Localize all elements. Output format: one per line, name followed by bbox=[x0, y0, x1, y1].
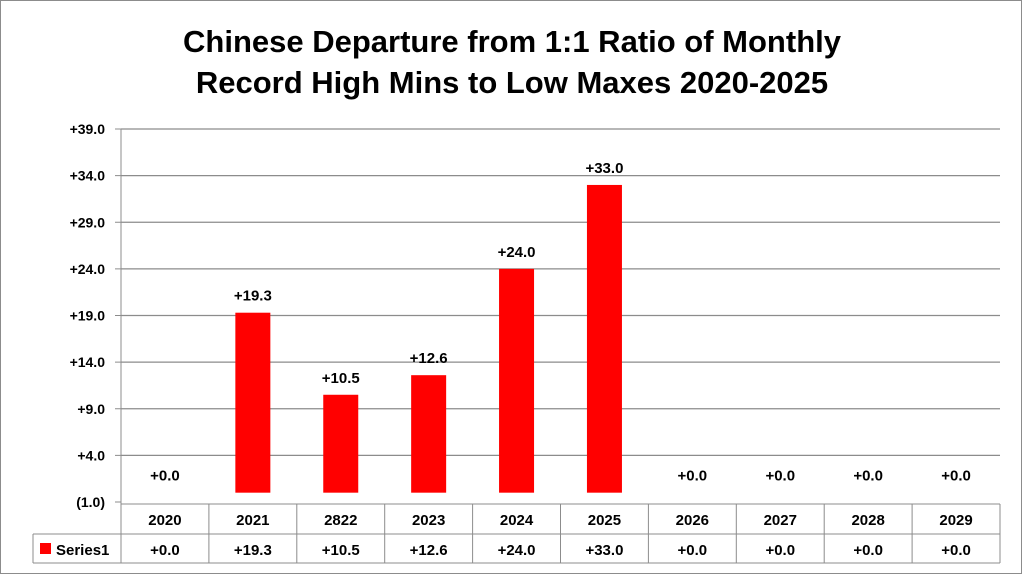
bar bbox=[323, 394, 359, 493]
y-tick-label: +4.0 bbox=[77, 447, 105, 463]
table-value: +33.0 bbox=[585, 542, 623, 559]
table-value: +0.0 bbox=[941, 542, 971, 559]
data-label: +33.0 bbox=[585, 160, 623, 177]
category-label: 2029 bbox=[939, 512, 972, 529]
y-tick-label: +19.0 bbox=[70, 308, 106, 324]
chart-title-line-2: Record High Mins to Low Maxes 2020-2025 bbox=[196, 65, 828, 100]
legend-key bbox=[40, 543, 51, 554]
table-value: +12.6 bbox=[410, 542, 448, 559]
data-label: +0.0 bbox=[765, 468, 795, 485]
category-label: 2023 bbox=[412, 512, 445, 529]
table-value: +0.0 bbox=[765, 542, 795, 559]
table-value: +0.0 bbox=[150, 542, 180, 559]
y-tick-label: (1.0) bbox=[76, 494, 105, 510]
table-value: +0.0 bbox=[678, 542, 708, 559]
data-label: +0.0 bbox=[853, 468, 883, 485]
y-tick-label: +34.0 bbox=[70, 168, 106, 184]
table-value: +0.0 bbox=[853, 542, 883, 559]
data-label: +24.0 bbox=[498, 244, 536, 261]
y-tick-label: +39.0 bbox=[70, 121, 106, 137]
category-label: 2025 bbox=[588, 512, 621, 529]
table-value: +10.5 bbox=[322, 542, 360, 559]
y-axis-ticks: (1.0) +4.0 +9.0 +14.0 +19.0 +24.0 +29.0 +34.0 +3… bbox=[70, 121, 106, 510]
data-labels: +0.0 +19.3 +10.5 +12.6 +24.0 +33.0 +0.0 +0.0 +0.… bbox=[150, 160, 971, 485]
category-label: 2021 bbox=[236, 512, 269, 529]
category-label: 2024 bbox=[500, 512, 534, 529]
legend-label: Series1 bbox=[56, 542, 109, 559]
table-value: +19.3 bbox=[234, 542, 272, 559]
category-label: 2020 bbox=[148, 512, 181, 529]
y-tick-label: +24.0 bbox=[70, 261, 106, 277]
y-tick-label: +29.0 bbox=[70, 214, 106, 230]
bars bbox=[235, 184, 622, 493]
bar bbox=[235, 312, 271, 493]
data-label: +10.5 bbox=[322, 370, 360, 387]
bar bbox=[586, 184, 622, 493]
bar bbox=[411, 375, 447, 493]
category-label: 2026 bbox=[676, 512, 709, 529]
table-value: +24.0 bbox=[498, 542, 536, 559]
y-tick-label: +9.0 bbox=[77, 401, 105, 417]
data-label: +12.6 bbox=[410, 350, 448, 367]
category-label: 2822 bbox=[324, 512, 357, 529]
data-label: +0.0 bbox=[678, 468, 708, 485]
data-label: +19.3 bbox=[234, 288, 272, 305]
data-label: +0.0 bbox=[150, 468, 180, 485]
data-table: 2020 +0.0 2021 +19.3 2822 +10.5 2023 +12.6 2024 +… bbox=[32, 503, 1001, 564]
bar bbox=[499, 268, 535, 493]
chart-title-line-1: Chinese Departure from 1:1 Ratio of Mont… bbox=[183, 24, 842, 59]
category-label: 2027 bbox=[764, 512, 797, 529]
y-tick-label: +14.0 bbox=[70, 354, 106, 370]
category-label: 2028 bbox=[851, 512, 884, 529]
data-label: +0.0 bbox=[941, 468, 971, 485]
